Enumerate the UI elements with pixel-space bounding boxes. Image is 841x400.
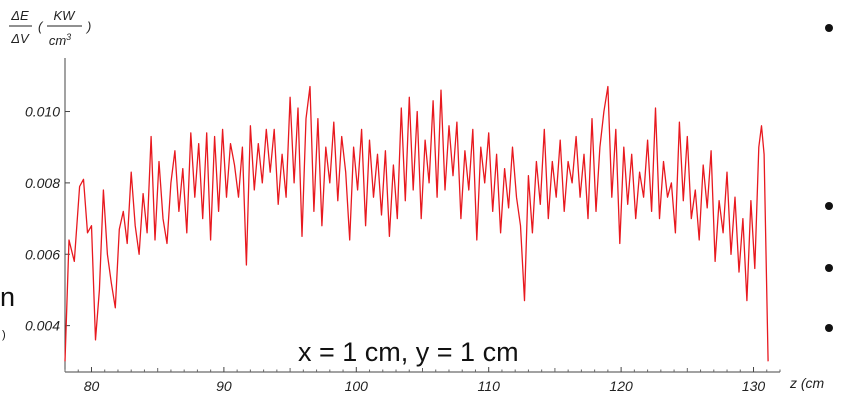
left-small-fragment: ) <box>2 329 6 341</box>
coordinates-annotation: x = 1 cm, y = 1 cm <box>298 337 519 367</box>
ylabel-unit-den: cm3 <box>49 32 71 48</box>
x-tick-label: 100 <box>345 378 369 394</box>
bullet-marker <box>825 264 833 272</box>
bullet-marker <box>825 324 833 332</box>
ylabel-unit-num: KW <box>54 8 77 23</box>
y-ticks: 0.004 0.006 0.008 0.010 <box>25 104 70 334</box>
y-tick-label: 0.010 <box>25 104 60 120</box>
bullet-marker <box>825 202 833 210</box>
y-tick-label: 0.004 <box>25 318 60 334</box>
bullet-marker <box>825 24 833 32</box>
bullet-list <box>825 24 833 332</box>
ylabel-den: ΔV <box>10 31 30 46</box>
ylabel-paren-open: ( <box>38 19 44 34</box>
x-tick-label: 80 <box>84 378 100 394</box>
ylabel-num: ΔE <box>10 8 29 23</box>
y-tick-label: 0.008 <box>25 175 60 191</box>
x-ticks: 80 90 100 110 120 130 <box>64 367 781 394</box>
x-tick-label: 130 <box>742 378 766 394</box>
y-axis-label: ΔE ΔV ( KW cm3 ) <box>9 8 91 48</box>
x-tick-label: 90 <box>216 378 232 394</box>
x-tick-label: 110 <box>478 378 501 394</box>
x-tick-label: 120 <box>609 378 633 394</box>
left-text-fragment: n <box>0 282 15 312</box>
y-tick-label: 0.006 <box>25 246 60 262</box>
ylabel-paren-close: ) <box>85 19 91 34</box>
x-axis-label: z (cm <box>789 375 825 391</box>
series-line <box>64 85 769 362</box>
